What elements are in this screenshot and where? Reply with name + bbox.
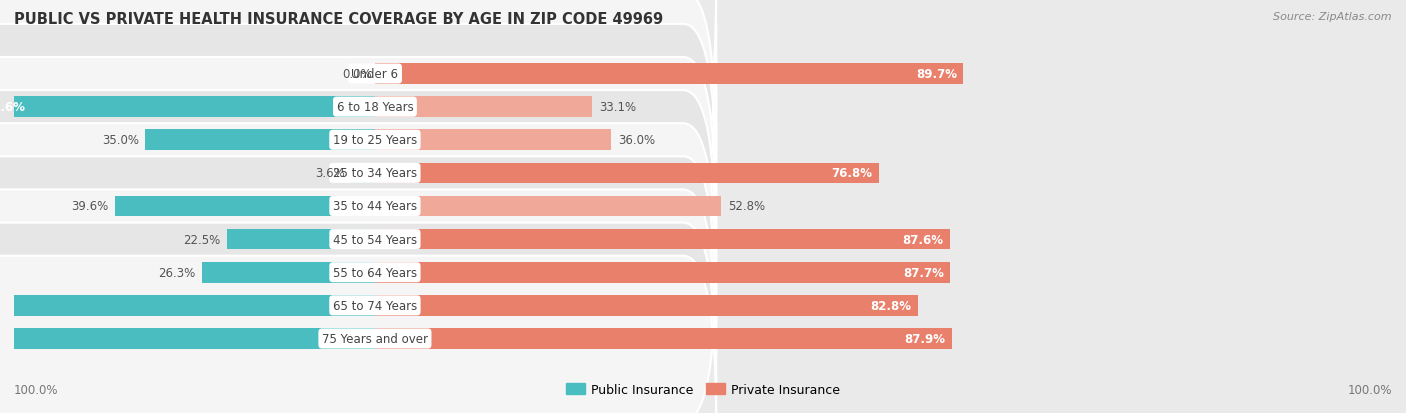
Bar: [375, 130, 612, 151]
Bar: [115, 196, 375, 217]
Text: 89.7%: 89.7%: [915, 68, 957, 81]
Text: 55 to 64 Years: 55 to 64 Years: [333, 266, 418, 279]
FancyBboxPatch shape: [0, 223, 716, 388]
FancyBboxPatch shape: [0, 124, 716, 289]
Legend: Public Insurance, Private Insurance: Public Insurance, Private Insurance: [561, 378, 845, 401]
Bar: [0, 328, 375, 349]
Bar: [375, 97, 592, 118]
Bar: [228, 229, 375, 250]
Text: 45 to 54 Years: 45 to 54 Years: [333, 233, 418, 246]
Text: 36.0%: 36.0%: [617, 134, 655, 147]
FancyBboxPatch shape: [0, 0, 716, 157]
Text: 76.8%: 76.8%: [831, 167, 872, 180]
Text: 65 to 74 Years: 65 to 74 Years: [333, 299, 418, 312]
FancyBboxPatch shape: [0, 25, 716, 190]
Text: 0.0%: 0.0%: [342, 68, 371, 81]
FancyBboxPatch shape: [0, 58, 716, 223]
Text: 35 to 44 Years: 35 to 44 Years: [333, 200, 418, 213]
Bar: [202, 262, 375, 283]
Bar: [375, 295, 918, 316]
Text: 87.9%: 87.9%: [904, 332, 945, 345]
Bar: [0, 97, 375, 118]
FancyBboxPatch shape: [0, 91, 716, 256]
Text: 25 to 34 Years: 25 to 34 Years: [333, 167, 418, 180]
Text: Source: ZipAtlas.com: Source: ZipAtlas.com: [1274, 12, 1392, 22]
Text: 26.3%: 26.3%: [159, 266, 195, 279]
Text: 87.7%: 87.7%: [903, 266, 943, 279]
Text: 19 to 25 Years: 19 to 25 Years: [333, 134, 418, 147]
Bar: [375, 64, 963, 85]
Text: 39.6%: 39.6%: [72, 200, 108, 213]
Text: 82.8%: 82.8%: [870, 299, 911, 312]
Bar: [352, 163, 375, 184]
Bar: [145, 130, 375, 151]
Text: 61.6%: 61.6%: [0, 101, 25, 114]
Text: 6 to 18 Years: 6 to 18 Years: [336, 101, 413, 114]
Bar: [375, 262, 950, 283]
Text: Under 6: Under 6: [352, 68, 398, 81]
Text: 33.1%: 33.1%: [599, 101, 636, 114]
Bar: [375, 163, 879, 184]
Bar: [375, 229, 949, 250]
Text: 100.0%: 100.0%: [14, 384, 59, 396]
Text: 3.6%: 3.6%: [315, 167, 344, 180]
Text: 22.5%: 22.5%: [184, 233, 221, 246]
FancyBboxPatch shape: [0, 256, 716, 413]
Text: 100.0%: 100.0%: [1347, 384, 1392, 396]
FancyBboxPatch shape: [0, 190, 716, 355]
Bar: [0, 295, 375, 316]
FancyBboxPatch shape: [0, 157, 716, 322]
Bar: [375, 196, 721, 217]
Text: 75 Years and over: 75 Years and over: [322, 332, 427, 345]
Text: 87.6%: 87.6%: [903, 233, 943, 246]
Text: PUBLIC VS PRIVATE HEALTH INSURANCE COVERAGE BY AGE IN ZIP CODE 49969: PUBLIC VS PRIVATE HEALTH INSURANCE COVER…: [14, 12, 664, 27]
Text: 52.8%: 52.8%: [728, 200, 765, 213]
Bar: [375, 328, 952, 349]
Text: 35.0%: 35.0%: [101, 134, 139, 147]
